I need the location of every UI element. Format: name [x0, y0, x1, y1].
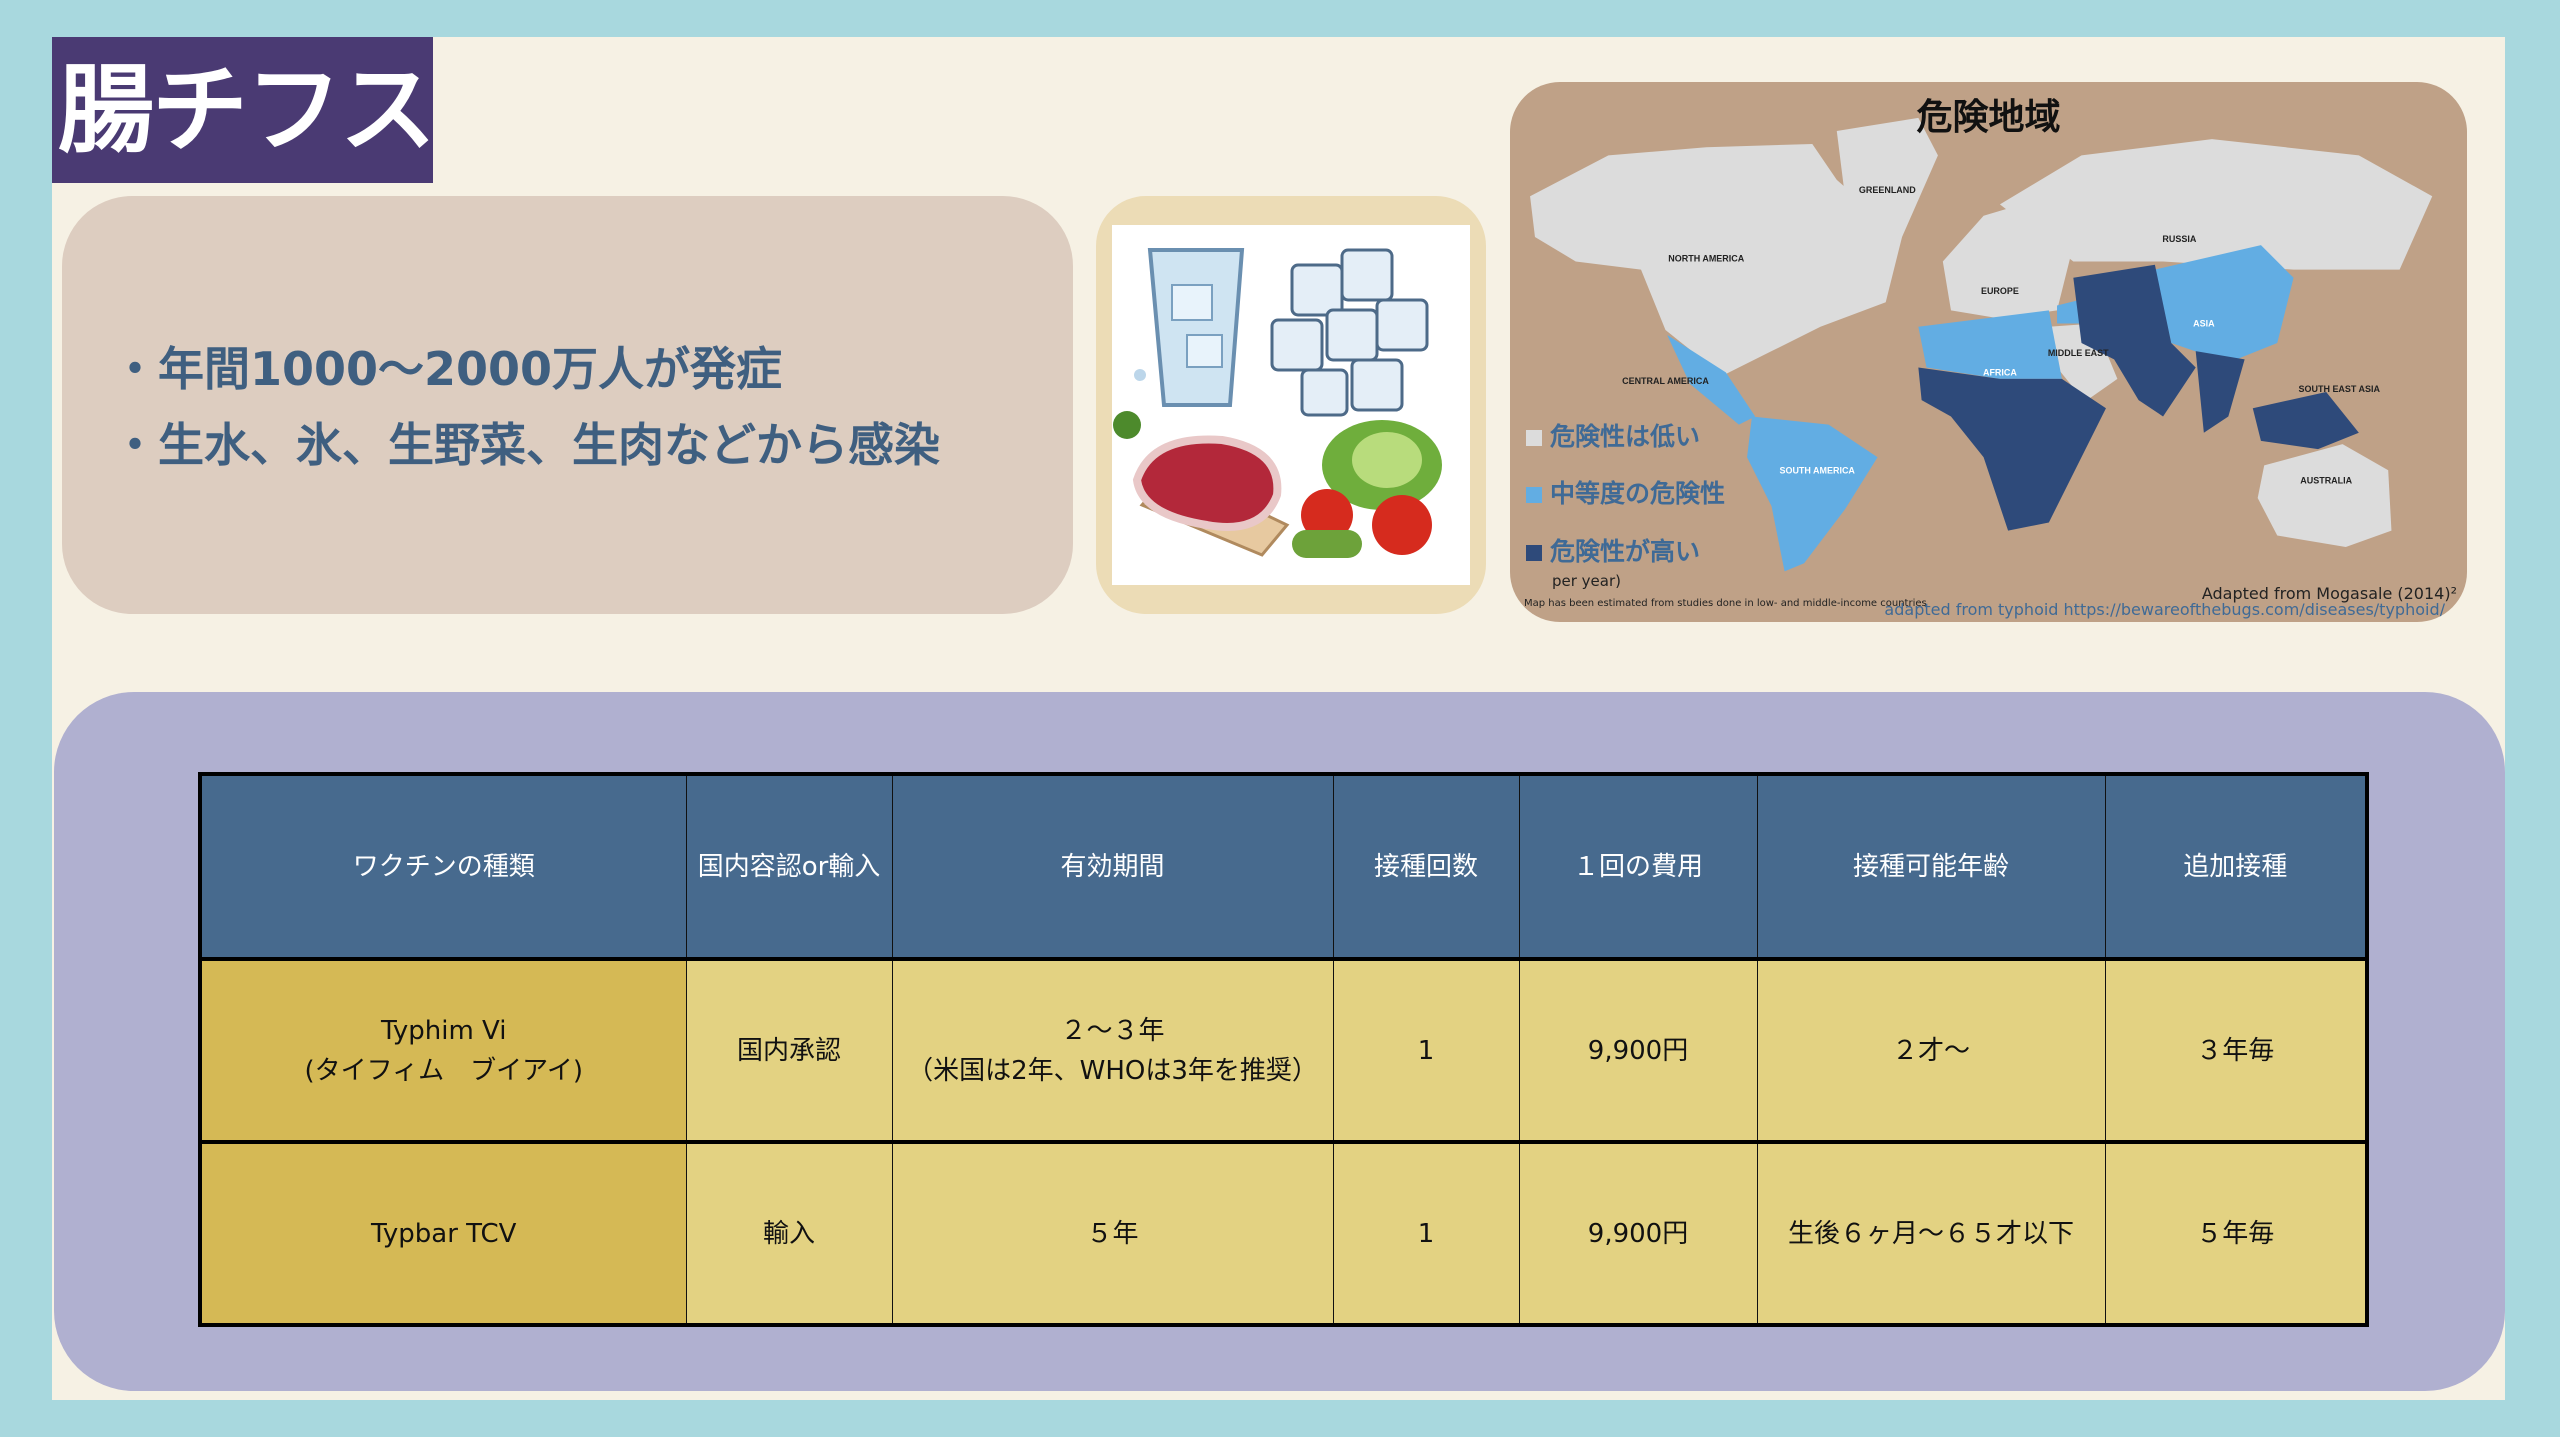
table-row: Typbar TCV 輸入 ５年 1 9,900円 生後６ヶ月～６５才以下 ５年… — [199, 1141, 2368, 1326]
label-russia: RUSSIA — [2162, 234, 2196, 244]
legend-swatch-moderate — [1526, 487, 1542, 503]
header-period: 有効期間 — [891, 773, 1334, 960]
period-value: ２～３年 — [1060, 1015, 1165, 1046]
label-greenland: GREENLAND — [1859, 185, 1916, 195]
label-north-america: NORTH AMERICA — [1668, 253, 1744, 263]
cell-age: 生後６ヶ月～６５才以下 — [1756, 1141, 2106, 1326]
table-header-row: ワクチンの種類 国内容認or輸入 有効期間 接種回数 １回の費用 接種可能年齢 … — [199, 773, 2368, 960]
period-note: （米国は2年、WHOは3年を推奨） — [907, 1055, 1318, 1086]
vaccine-name-reading: (タイフィム ブイアイ) — [304, 1055, 583, 1086]
region-low-risk — [1530, 117, 2433, 547]
summary-box: ・年間1000～2000万人が発症 ・生水、氷、生野菜、生肉などから感染 — [62, 196, 1073, 614]
cell-approval: 国内承認 — [685, 958, 893, 1143]
map-title: 危険地域 — [1916, 97, 2061, 138]
label-europe: EUROPE — [1981, 286, 2019, 296]
header-age: 接種可能年齢 — [1756, 773, 2106, 960]
label-south-america: SOUTH AMERICA — [1779, 466, 1855, 476]
map-note: Map has been estimated from studies done… — [1524, 598, 1927, 609]
table-row: Typhim Vi (タイフィム ブイアイ) 国内承認 ２～３年 （米国は2年、WH… — [199, 958, 2368, 1143]
cell-vaccine-name: Typbar TCV — [199, 1141, 687, 1326]
cell-doses: 1 — [1332, 1141, 1520, 1326]
legend-swatch-low — [1526, 430, 1542, 446]
cell-booster: ３年毎 — [2104, 958, 2368, 1143]
cell-age: ２才～ — [1756, 958, 2106, 1143]
legend-label: 危険性は低い — [1550, 422, 1701, 451]
vaccine-table: ワクチンの種類 国内容認or輸入 有効期間 接種回数 １回の費用 接種可能年齢 … — [198, 772, 2369, 1327]
label-middle-east: MIDDLE EAST — [2048, 348, 2109, 358]
map-source: Adapted from Mogasale (2014)² — [2201, 584, 2457, 603]
bullet-incidence: ・年間1000～2000万人が発症 — [112, 342, 783, 396]
raw-meat-icon — [1113, 411, 1290, 557]
cell-cost: 9,900円 — [1518, 1141, 1758, 1326]
region-high-risk — [1918, 264, 2359, 531]
header-approval: 国内容認or輸入 — [685, 773, 893, 960]
header-vaccine-type: ワクチンの種類 — [199, 773, 687, 960]
page-title: 腸チフス — [52, 37, 436, 183]
label-asia: ASIA — [2193, 319, 2215, 329]
cell-vaccine-name: Typhim Vi (タイフィム ブイアイ) — [199, 958, 687, 1143]
per-year-text: per year) — [1552, 572, 1622, 590]
header-booster: 追加接種 — [2104, 773, 2368, 960]
food-illustration — [1096, 196, 1486, 614]
world-map: GREENLAND NORTH AMERICA CENTRAL AMERICA … — [1530, 117, 2433, 572]
water-glass-icon — [1134, 248, 1245, 407]
legend-label: 危険性が高い — [1550, 537, 1701, 566]
legend-high-risk: 危険性が高い — [1526, 532, 1700, 568]
cell-doses: 1 — [1332, 958, 1520, 1143]
cell-cost: 9,900円 — [1518, 958, 1758, 1143]
map-link[interactable]: adapted from typhoid https://bewareofthe… — [1884, 600, 2445, 619]
label-central-america: CENTRAL AMERICA — [1622, 376, 1709, 386]
legend-moderate-risk: 中等度の危険性 — [1526, 474, 1725, 510]
header-cost: １回の費用 — [1518, 773, 1758, 960]
vegetables-icon — [1292, 420, 1442, 558]
legend-swatch-high — [1526, 545, 1542, 561]
cell-period: ５年 — [891, 1141, 1334, 1326]
vaccine-name: Typhim Vi — [381, 1015, 507, 1046]
header-doses: 接種回数 — [1332, 773, 1520, 960]
food-water-ice-meat-vegetables-image — [1112, 225, 1470, 585]
risk-map: GREENLAND NORTH AMERICA CENTRAL AMERICA … — [1510, 82, 2467, 622]
legend-label: 中等度の危険性 — [1550, 479, 1726, 508]
cell-period: ２～３年 （米国は2年、WHOは3年を推奨） — [891, 958, 1334, 1143]
label-africa: AFRICA — [1983, 368, 2017, 378]
bullet-transmission: ・生水、氷、生野菜、生肉などから感染 — [112, 418, 940, 472]
label-australia: AUSTRALIA — [2300, 475, 2352, 485]
label-south-east-asia: SOUTH EAST ASIA — [2299, 384, 2381, 394]
cell-approval: 輸入 — [685, 1141, 893, 1326]
legend-low-risk: 危険性は低い — [1526, 417, 1700, 453]
ice-cubes-icon — [1270, 248, 1429, 417]
cell-booster: ５年毎 — [2104, 1141, 2368, 1326]
